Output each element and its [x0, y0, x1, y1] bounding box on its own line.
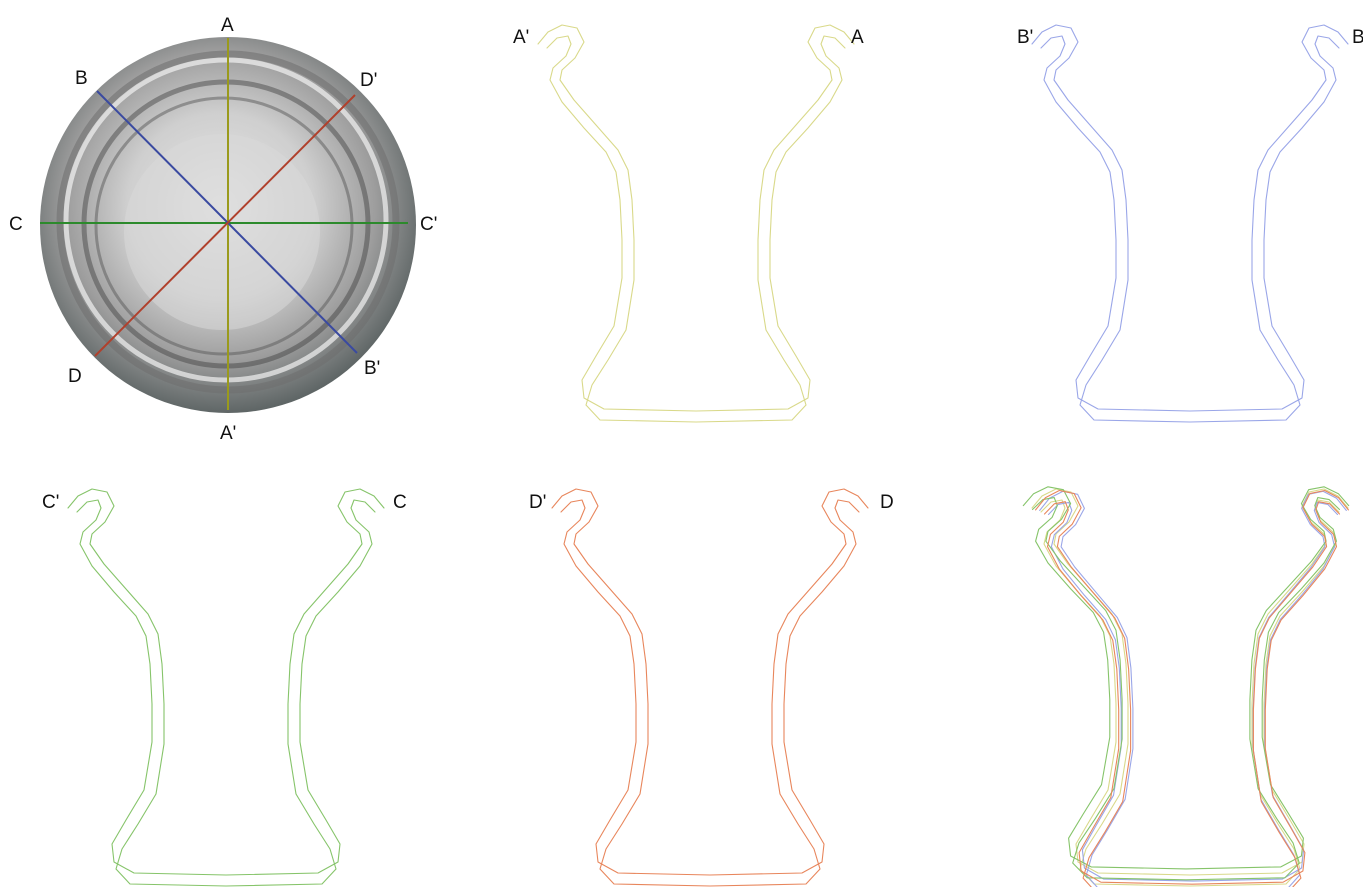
outer-wall-line: [1031, 24, 1349, 423]
profile-c-outline: [67, 488, 385, 887]
profile-a-panel: A' A: [513, 24, 864, 423]
overlay-3-inner-wall-line: [1043, 501, 1341, 885]
outer-wall-line: [67, 488, 385, 887]
profile-c-panel: C' C: [42, 488, 407, 887]
overlay-2-outer-wall-line: [1022, 486, 1350, 881]
top-view-disc: A A' B B' C C' D D': [9, 15, 437, 444]
disc-label-c: C: [9, 214, 23, 235]
disc-label-d-prime: D': [360, 70, 377, 91]
inner-wall-line: [1040, 35, 1340, 412]
profile-a-left-label: A': [513, 27, 529, 48]
disc-label-b: B: [75, 68, 88, 89]
overlay-0-outer-wall-line: [1031, 488, 1349, 887]
profile-b-left-label: B': [1017, 27, 1033, 48]
section-line-d: [94, 94, 356, 357]
profile-overlay-outlines: [1022, 486, 1350, 887]
section-line-b: [96, 90, 358, 354]
profile-c-left-label: C': [42, 492, 59, 513]
profile-d-outline: [551, 488, 869, 887]
profile-a-right-label: A: [851, 27, 864, 48]
disc-label-c-prime: C': [420, 214, 437, 235]
profile-b-right-label: B: [1352, 27, 1363, 48]
profile-c-right-label: C: [393, 492, 407, 513]
profile-d-right-label: D: [880, 492, 894, 513]
profile-d-panel: D' D: [529, 488, 894, 887]
inner-wall-line: [546, 35, 846, 412]
inner-wall-line: [76, 499, 376, 876]
overlay-0-inner-wall-line: [1040, 499, 1340, 876]
outer-wall-line: [537, 24, 855, 423]
overlay-3-outer-wall-line: [1035, 489, 1349, 887]
rim-ring-highlight: [63, 57, 389, 383]
profile-d-left-label: D': [529, 492, 546, 513]
disc-label-a-prime: A': [220, 423, 236, 444]
profile-b-panel: B' B: [1017, 24, 1363, 423]
disc-label-d: D: [68, 366, 82, 387]
inner-ring: [94, 96, 354, 356]
outer-wall-line: [551, 488, 869, 887]
profile-b-outline: [1031, 24, 1349, 423]
base-area: [124, 134, 320, 330]
overlay-2-inner-wall-line: [1031, 497, 1341, 870]
disc-label-a: A: [221, 15, 234, 36]
inner-wall-line: [560, 499, 860, 876]
profile-a-outline: [537, 24, 855, 423]
profile-overlay-panel: [1022, 486, 1350, 887]
disc-label-b-prime: B': [364, 358, 380, 379]
